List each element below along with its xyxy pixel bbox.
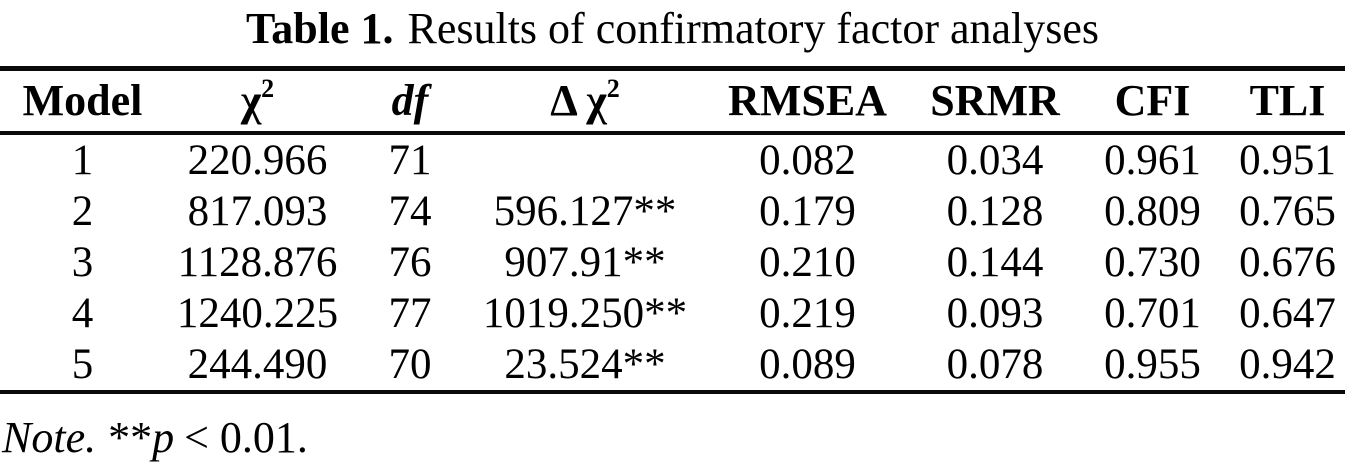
cell-df: 71 (388, 137, 432, 184)
cell-delta-chi-square: 596.127** (493, 188, 677, 235)
col-header-model: Model (0, 69, 165, 134)
cell-tli: 0.647 (1239, 290, 1336, 337)
cell-delta-chi-square: 23.524** (504, 341, 666, 388)
cell-srmr: 0.128 (946, 188, 1044, 235)
cell-chi-square: 244.490 (187, 341, 328, 388)
delta-chi-square-superscript: 2 (606, 74, 620, 103)
cell-model: 2 (71, 188, 94, 235)
cell-chi-square: 1128.876 (177, 239, 338, 286)
cell-cfi: 0.809 (1104, 188, 1201, 235)
delta-chi-symbol: Δ χ (550, 76, 607, 125)
table-caption-label: Table 1. (245, 4, 394, 53)
col-header-model-label: Model (22, 76, 143, 125)
cell-rmsea: 0.179 (759, 188, 856, 235)
tli-label: TLI (1249, 76, 1326, 125)
df-label: df (391, 76, 429, 125)
table-caption-text: Results of confirmatory factor analyses (407, 4, 1100, 53)
table-note: Note. **p < 0.01. (0, 413, 1345, 463)
cell-df: 77 (388, 290, 432, 337)
cell-rmsea: 0.082 (759, 137, 856, 184)
cell-chi-square: 1240.225 (176, 290, 339, 337)
table-caption: Table 1. Results of confirmatory factor a… (0, 0, 1345, 66)
col-header-srmr: SRMR (915, 69, 1075, 134)
cell-srmr: 0.078 (946, 341, 1044, 388)
cell-delta-chi-square: 1019.250** (482, 290, 688, 337)
note-significance-stars: ** (108, 413, 153, 462)
cell-srmr: 0.093 (946, 290, 1044, 337)
cell-rmsea: 0.219 (759, 290, 856, 337)
cell-chi-square: 220.966 (187, 137, 328, 184)
cell-model: 3 (71, 239, 94, 286)
chi-symbol: χ (240, 76, 262, 125)
chi-square-superscript: 2 (261, 74, 275, 103)
cell-delta-chi-square: 907.91** (504, 239, 666, 286)
cell-model: 1 (71, 137, 94, 184)
cell-tli: 0.951 (1239, 137, 1336, 184)
cell-srmr: 0.144 (946, 239, 1044, 286)
col-header-rmsea: RMSEA (700, 69, 915, 134)
note-p-symbol: p (152, 413, 175, 462)
cfa-results-table: Model χ2 df Δ χ2 RMSEA SRMR CFI TLI 1 22… (0, 66, 1345, 394)
cell-cfi: 0.961 (1104, 137, 1201, 184)
table-row-model-5: 5 244.490 70 23.524** 0.089 0.078 0.955 … (0, 339, 1345, 392)
col-header-cfi: CFI (1075, 69, 1230, 134)
cell-df: 76 (388, 239, 432, 286)
cell-rmsea: 0.210 (759, 239, 856, 286)
table-row-model-4: 4 1240.225 77 1019.250** 0.219 0.093 0.7… (0, 288, 1345, 339)
col-header-delta-chi-square: Δ χ2 (470, 69, 700, 134)
table-row-model-2: 2 817.093 74 596.127** 0.179 0.128 0.809… (0, 186, 1345, 237)
header-row: Model χ2 df Δ χ2 RMSEA SRMR CFI TLI (0, 69, 1345, 134)
rmsea-label: RMSEA (728, 76, 887, 125)
cell-tli: 0.765 (1239, 188, 1336, 235)
col-header-tli: TLI (1230, 69, 1345, 134)
note-label: Note. (2, 413, 97, 462)
cell-cfi: 0.955 (1104, 341, 1201, 388)
cell-chi-square: 817.093 (187, 188, 328, 235)
cell-model: 4 (71, 290, 94, 337)
srmr-label: SRMR (930, 76, 1060, 125)
cell-rmsea: 0.089 (759, 341, 856, 388)
cell-delta-chi-square (470, 133, 700, 186)
cell-cfi: 0.730 (1104, 239, 1201, 286)
col-header-df: df (350, 69, 470, 134)
col-header-chi-square: χ2 (165, 69, 350, 134)
table-row-model-1: 1 220.966 71 0.082 0.034 0.961 0.951 (0, 133, 1345, 186)
table-row-model-3: 3 1128.876 76 907.91** 0.210 0.144 0.730… (0, 237, 1345, 288)
cfi-label: CFI (1114, 76, 1191, 125)
cell-model: 5 (71, 341, 94, 388)
cell-df: 70 (388, 341, 432, 388)
cell-srmr: 0.034 (946, 137, 1044, 184)
cell-df: 74 (388, 188, 432, 235)
cell-tli: 0.676 (1239, 239, 1336, 286)
cell-tli: 0.942 (1239, 341, 1336, 388)
note-p-threshold: < 0.01. (184, 413, 308, 462)
cell-cfi: 0.701 (1104, 290, 1201, 337)
